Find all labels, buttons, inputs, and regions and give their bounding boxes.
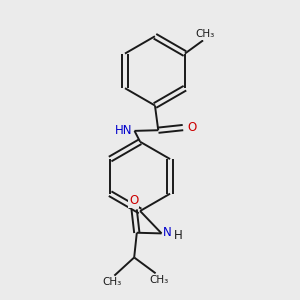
- Text: CH₃: CH₃: [195, 29, 214, 40]
- Text: O: O: [129, 194, 138, 207]
- Text: H: H: [174, 229, 183, 242]
- Text: CH₃: CH₃: [102, 277, 122, 287]
- Text: N: N: [163, 226, 172, 239]
- Text: O: O: [188, 121, 197, 134]
- Text: CH₃: CH₃: [149, 275, 169, 285]
- Text: HN: HN: [116, 124, 133, 137]
